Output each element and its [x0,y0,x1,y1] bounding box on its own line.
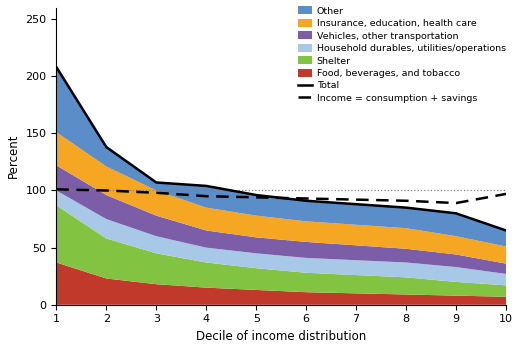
X-axis label: Decile of income distribution: Decile of income distribution [196,330,366,343]
Legend: Other, Insurance, education, health care, Vehicles, other transportation, Househ: Other, Insurance, education, health care… [298,6,506,103]
Y-axis label: Percent: Percent [7,134,20,178]
